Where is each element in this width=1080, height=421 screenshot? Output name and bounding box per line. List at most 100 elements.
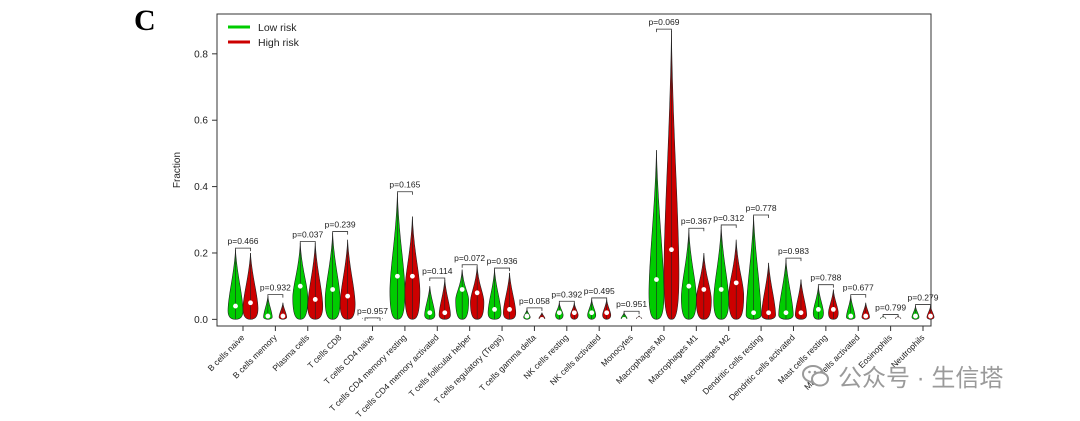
violin-low-median [751,310,756,316]
x-tick-label: T cells gamma delta [477,332,538,393]
pvalue-label: p=0.778 [746,203,777,213]
violin-high-median [604,310,610,316]
violin-high-median [280,313,286,319]
y-tick-label: 0.2 [194,248,208,259]
pvalue-bracket [332,231,349,235]
violin-low-median [556,310,562,316]
y-tick-label: 0.4 [194,182,208,193]
violin-high-median [863,313,869,319]
pvalue-bracket [299,241,316,245]
violin-high-median [701,287,707,292]
violin-low-median [395,273,400,279]
pvalue-label: p=0.279 [908,293,939,303]
plot-frame [216,13,932,327]
watermark-text: 公众号 · 生信塔 [838,365,1004,392]
pvalue-bracket [558,300,575,305]
pvalue-label: p=0.788 [810,273,841,283]
pvalue-bracket [720,224,737,228]
pvalue-bracket [785,257,802,262]
y-tick-label: 0.0 [194,315,208,326]
pvalue-label: p=0.951 [616,299,647,309]
pvalue-bracket [494,267,510,272]
violin-low-median [524,313,530,319]
pvalue-label: p=0.932 [260,283,291,293]
violin-low-median [621,316,627,322]
pvalue-label: p=0.165 [389,180,420,190]
violin-low-median [815,307,821,312]
pvalue-bracket [817,284,834,288]
pvalue-bracket [397,191,413,195]
violin-high-median [248,300,253,306]
pvalue-label: p=0.983 [778,246,809,256]
violin-high-median [539,316,545,322]
pvalue-label: p=0.069 [648,17,679,27]
pvalue-bracket [235,247,251,252]
y-axis-label: Fraction [172,152,183,188]
violin-low-median [233,303,238,309]
violin-low-median [718,287,724,292]
pvalue-label: p=0.957 [357,306,388,316]
violin-low-median [880,316,886,322]
x-tick-label: T cells follicular helper [407,332,474,399]
violin-high-median [312,297,318,302]
pvalue-bracket [882,314,899,318]
legend-label-low: Low risk [258,22,297,34]
violin-high-median [442,310,448,316]
pvalue-bracket [623,310,640,315]
violin-high-median [571,310,577,316]
violin-low-median [783,310,789,316]
violin-low-median [589,310,595,316]
violin-low-median [492,307,497,312]
pvalue-bracket [753,214,769,218]
violin-low-median [913,313,918,319]
violin-high-median [410,273,415,279]
pvalue-label: p=0.466 [228,236,259,246]
pvalue-label: p=0.799 [875,303,906,313]
violin-high-median [766,310,771,316]
x-tick-label: Dendritic cells resting [700,332,764,396]
violin-high-median [345,293,351,299]
wechat-icon [802,364,829,386]
violin-low-median [459,287,465,292]
pvalue-label: p=0.392 [551,289,582,299]
violin-high-median [507,307,512,312]
pvalue-label: p=0.239 [325,220,356,230]
violin-high-median [733,280,739,286]
pvalue-label: p=0.367 [681,216,712,226]
y-tick-label: 0.8 [194,49,208,60]
violin-low-median [265,313,271,319]
violin-low-median [330,287,336,292]
violin-high-median [928,313,933,319]
pvalue-label: p=0.312 [713,213,744,223]
violin-low-median [427,310,433,316]
violin-low-median [654,277,659,282]
violin-high-median [798,310,804,316]
violin-high-median [474,290,480,296]
pvalue-bracket [429,277,446,282]
pvalue-label: p=0.114 [422,266,453,276]
pvalue-bracket [591,297,608,301]
violin-high-median [636,316,642,322]
legend-label-high: High risk [258,37,300,49]
pvalue-bracket [267,294,284,298]
pvalue-label: p=0.072 [454,253,485,263]
violin-low-median [297,283,303,289]
violin-high-median [669,247,674,253]
violin-low-median [686,283,692,289]
watermark: 公众号 · 生信塔 [802,358,1003,393]
panel-label: C [134,4,156,37]
pvalue-label: p=0.037 [292,230,323,240]
violin-high-median [895,316,901,322]
pvalue-bracket [656,28,672,33]
violin-low-median [848,313,854,319]
pvalue-bracket [688,227,705,232]
violin-high-median [830,307,836,312]
pvalue-bracket [461,264,478,268]
pvalue-bracket [850,294,867,298]
pvalue-bracket [915,304,931,308]
y-tick-label: 0.6 [194,116,208,127]
pvalue-bracket [526,307,543,311]
pvalue-label: p=0.677 [843,283,874,293]
pvalue-bracket [364,317,381,321]
pvalue-label: p=0.058 [519,296,550,306]
